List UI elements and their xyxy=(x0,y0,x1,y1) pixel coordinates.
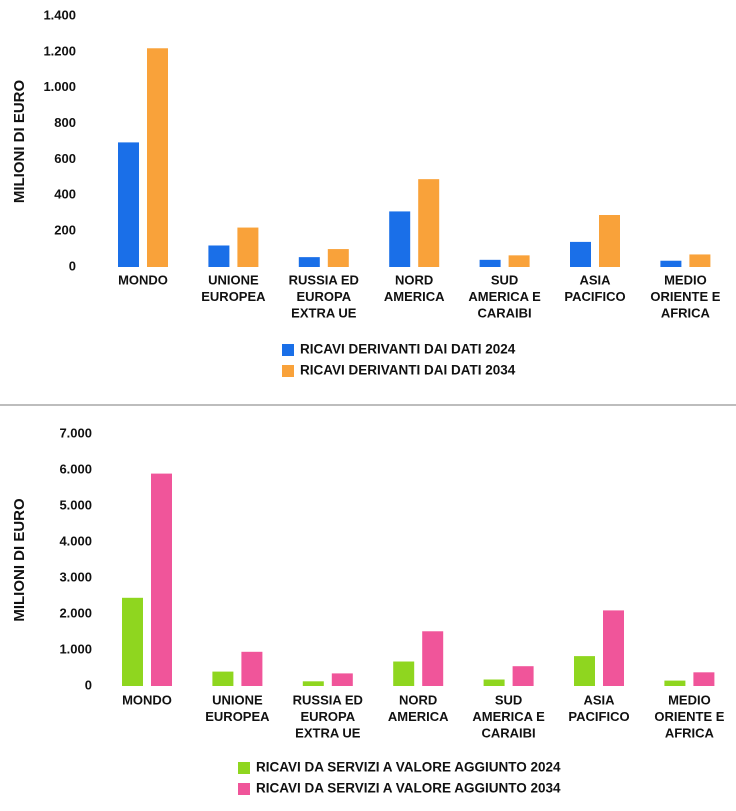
y-tick-label: 5.000 xyxy=(59,497,92,512)
category-label: NORD xyxy=(399,692,437,707)
legend-label: RICAVI DA SERVIZI A VALORE AGGIUNTO 2034 xyxy=(256,781,561,796)
category-label: MEDIO xyxy=(664,272,707,287)
bar-2-2 xyxy=(241,651,263,686)
bar-2-7 xyxy=(689,254,711,267)
category-label: MEDIO xyxy=(668,692,711,707)
bar-1-1 xyxy=(122,597,143,686)
legend-label: RICAVI DERIVANTI DAI DATI 2034 xyxy=(300,363,516,378)
bar-2-3 xyxy=(331,673,353,686)
category-label: UNIONE xyxy=(208,272,259,287)
category-label: NORD xyxy=(395,272,433,287)
category-label: EUROPEA xyxy=(201,289,266,304)
y-tick-label: 800 xyxy=(54,115,76,130)
bar-1-4 xyxy=(393,661,415,686)
bar-1-7 xyxy=(660,260,682,267)
bar-1-2 xyxy=(208,245,230,267)
category-label: AMERICA E xyxy=(472,709,545,724)
y-axis-label: MILIONI DI EURO xyxy=(11,80,28,204)
bar-2-6 xyxy=(603,610,624,686)
category-label: ASIA xyxy=(579,272,611,287)
bar-2-5 xyxy=(512,666,534,686)
category-label: AMERICA E xyxy=(468,289,541,304)
legend-swatch xyxy=(282,344,294,356)
y-tick-label: 200 xyxy=(54,223,76,238)
bar-2-1 xyxy=(151,473,172,686)
category-label: AFRICA xyxy=(661,305,711,320)
y-tick-label: 1.000 xyxy=(59,641,92,656)
legend-label: RICAVI DA SERVIZI A VALORE AGGIUNTO 2024 xyxy=(256,760,561,775)
y-tick-label: 2.000 xyxy=(59,605,92,620)
category-label: ORIENTE E xyxy=(650,289,720,304)
category-label: PACIFICO xyxy=(564,289,625,304)
bar-2-4 xyxy=(422,631,444,686)
category-label: AFRICA xyxy=(665,725,715,740)
bar-2-7 xyxy=(693,672,715,686)
bar-1-5 xyxy=(483,679,505,686)
y-tick-label: 4.000 xyxy=(59,533,92,548)
bar-1-7 xyxy=(664,680,686,686)
bar-1-1 xyxy=(118,142,139,267)
bar-1-5 xyxy=(479,259,501,267)
y-tick-label: 1.200 xyxy=(43,43,76,58)
category-label: EUROPA xyxy=(300,709,355,724)
y-tick-label: 400 xyxy=(54,187,76,202)
chart-2: MILIONI DI EURO 0 1.000 2.000 3.000 4.000 5.00… xyxy=(11,425,725,795)
category-label: EXTRA UE xyxy=(295,725,361,740)
bar-1-2 xyxy=(212,671,234,686)
category-label: CARAIBI xyxy=(478,305,532,320)
category-label: ASIA xyxy=(583,692,615,707)
bar-2-3 xyxy=(327,249,349,267)
category-label: RUSSIA ED xyxy=(289,272,359,287)
bar-2-4 xyxy=(418,179,440,267)
y-tick-label: 1.400 xyxy=(43,7,76,22)
bar-2-2 xyxy=(237,227,259,267)
category-label: MONDO xyxy=(122,692,172,707)
category-label: MONDO xyxy=(118,272,168,287)
category-label: AMERICA xyxy=(388,709,449,724)
category-label: AMERICA xyxy=(384,289,445,304)
legend-swatch xyxy=(282,365,294,377)
category-label: RUSSIA ED xyxy=(293,692,363,707)
bar-2-5 xyxy=(508,255,530,267)
category-label: EXTRA UE xyxy=(291,305,357,320)
category-label: PACIFICO xyxy=(568,709,629,724)
bar-1-6 xyxy=(570,241,591,267)
y-tick-label: 0 xyxy=(85,677,92,692)
category-label: CARAIBI xyxy=(482,725,536,740)
panel-separator xyxy=(0,404,736,406)
bar-2-1 xyxy=(147,48,168,268)
y-tick-label: 1.000 xyxy=(43,79,76,94)
category-label: SUD xyxy=(491,272,518,287)
legend-swatch xyxy=(238,762,250,774)
bar-2-6 xyxy=(599,215,620,267)
y-axis-label: MILIONI DI EURO xyxy=(11,498,28,622)
bar-1-4 xyxy=(389,211,411,267)
category-label: UNIONE xyxy=(212,692,263,707)
category-label: EUROPA xyxy=(296,289,351,304)
chart-1: MILIONI DI EURO 0 200 400 600 800 1.000 1.200 1.… xyxy=(11,7,721,377)
category-label: ORIENTE E xyxy=(654,709,724,724)
category-label: SUD xyxy=(495,692,522,707)
y-tick-label: 600 xyxy=(54,151,76,166)
legend-label: RICAVI DERIVANTI DAI DATI 2024 xyxy=(300,342,516,357)
category-label: EUROPEA xyxy=(205,709,270,724)
legend-swatch xyxy=(238,783,250,795)
y-tick-label: 3.000 xyxy=(59,569,92,584)
bar-1-3 xyxy=(298,257,320,267)
bar-1-3 xyxy=(302,681,324,686)
y-tick-label: 6.000 xyxy=(59,461,92,476)
y-tick-label: 7.000 xyxy=(59,425,92,440)
bar-1-6 xyxy=(574,656,595,686)
y-tick-label: 0 xyxy=(69,258,76,273)
